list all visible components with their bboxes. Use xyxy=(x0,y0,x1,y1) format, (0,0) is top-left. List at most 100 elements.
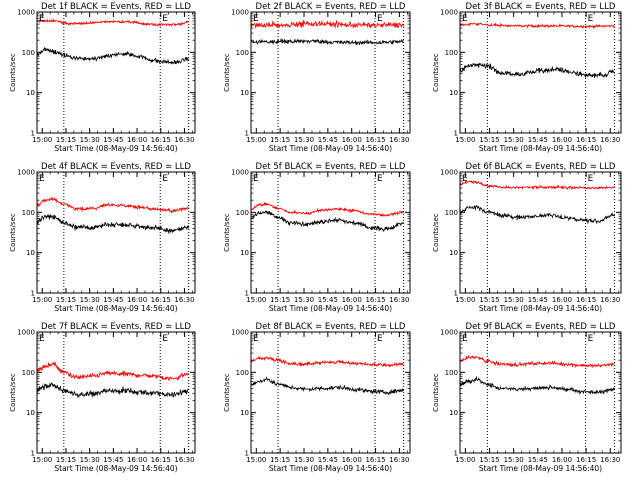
x-tick-label: 16:30 xyxy=(389,456,409,464)
e-marker: E xyxy=(588,334,594,344)
plot-frame xyxy=(459,331,622,454)
panel-title: Det 9f BLACK = Events, RED = LLD xyxy=(466,322,616,332)
y-tick-label: 1 xyxy=(31,130,35,138)
e-marker: E xyxy=(377,14,383,24)
x-tick-label: 15:45 xyxy=(103,456,123,464)
series-lld-red xyxy=(36,361,189,381)
x-tick-label: 16:00 xyxy=(127,456,147,464)
e-marker: E xyxy=(588,14,594,24)
y-tick-label: 100 xyxy=(22,49,35,57)
y-axis-label: Counts/sec xyxy=(223,213,231,252)
series-events-black xyxy=(250,376,404,395)
series-events-black xyxy=(250,210,404,232)
x-axis-label: Start Time (08-May-09 14:56:40) xyxy=(54,144,177,153)
x-tick-label: 16:30 xyxy=(174,136,194,144)
panel-title: Det 8f BLACK = Events, RED = LLD xyxy=(256,322,406,332)
x-tick-label: 15:00 xyxy=(246,456,266,464)
x-tick-label: 16:30 xyxy=(389,136,409,144)
y-tick-label: 1000 xyxy=(17,329,35,337)
x-tick-label: 15:00 xyxy=(246,136,266,144)
x-tick-label: 15:15 xyxy=(479,296,499,304)
y-tick-label: 10 xyxy=(26,249,35,257)
x-tick-label: 15:45 xyxy=(103,296,123,304)
e-marker: E xyxy=(162,334,168,344)
y-tick-label: 10 xyxy=(26,89,35,97)
x-axis-label: Start Time (08-May-09 14:56:40) xyxy=(54,464,177,473)
e-marker: E xyxy=(377,174,383,184)
y-tick-label: 1000 xyxy=(17,9,35,17)
x-tick-label: 16:15 xyxy=(576,296,596,304)
x-tick-label: 15:15 xyxy=(479,136,499,144)
series-lld-red xyxy=(250,355,404,368)
e-marker: E xyxy=(39,334,45,344)
y-tick-label: 100 xyxy=(236,209,249,217)
panel-det-5: Det 5f BLACK = Events, RED = LLD 1 10 100 10… xyxy=(223,162,411,313)
e-marker: E xyxy=(588,174,594,184)
panel-det-4: Det 4f BLACK = Events, RED = LLD 1 10 100 10… xyxy=(9,162,196,313)
x-tick-label: 15:45 xyxy=(528,296,548,304)
x-tick-label: 15:45 xyxy=(318,296,338,304)
y-tick-label: 1 xyxy=(245,290,249,298)
panel-title: Det 4f BLACK = Events, RED = LLD xyxy=(41,162,191,172)
plot-frame xyxy=(459,11,622,134)
e-marker: E xyxy=(253,14,259,24)
panel-det-1: Det 1f BLACK = Events, RED = LLD 1 10 100 10… xyxy=(9,2,196,153)
series-events-black xyxy=(36,213,190,234)
panel-title: Det 3f BLACK = Events, RED = LLD xyxy=(466,2,616,12)
x-tick-label: 15:45 xyxy=(528,136,548,144)
y-tick-label: 1000 xyxy=(17,169,35,177)
x-tick-label: 15:45 xyxy=(318,136,338,144)
x-tick-label: 15:00 xyxy=(32,456,52,464)
panel-det-2: Det 2f BLACK = Events, RED = LLD 1 10 100 10… xyxy=(223,2,411,153)
plot-frame xyxy=(36,331,196,454)
e-marker: E xyxy=(462,174,468,184)
x-tick-label: 16:15 xyxy=(365,136,385,144)
x-axis-label: Start Time (08-May-09 14:56:40) xyxy=(54,304,177,313)
x-tick-label: 15:30 xyxy=(504,136,524,144)
x-tick-label: 16:00 xyxy=(127,296,147,304)
e-marker: E xyxy=(39,174,45,184)
x-tick-label: 15:00 xyxy=(32,296,52,304)
panel-det-7: Det 7f BLACK = Events, RED = LLD 1 10 100 10… xyxy=(9,322,196,473)
y-tick-label: 1 xyxy=(31,450,35,458)
x-tick-label: 15:30 xyxy=(504,296,524,304)
x-axis-label: Start Time (08-May-09 14:56:40) xyxy=(269,304,392,313)
x-tick-label: 15:15 xyxy=(56,296,76,304)
x-axis-label: Start Time (08-May-09 14:56:40) xyxy=(269,464,392,473)
y-tick-label: 100 xyxy=(445,49,458,57)
panel-title: Det 2f BLACK = Events, RED = LLD xyxy=(256,2,406,12)
y-tick-label: 10 xyxy=(449,89,458,97)
panel-title: Det 6f BLACK = Events, RED = LLD xyxy=(466,162,616,172)
panel-det-3: Det 3f BLACK = Events, RED = LLD 1 10 100 10… xyxy=(432,2,622,153)
series-lld-red xyxy=(36,17,190,28)
y-axis-label: Counts/sec xyxy=(223,53,231,92)
y-axis-label: Counts/sec xyxy=(432,213,440,252)
x-tick-label: 15:30 xyxy=(80,136,100,144)
y-axis-label: Counts/sec xyxy=(9,53,17,92)
x-tick-label: 15:15 xyxy=(479,456,499,464)
series-events-black xyxy=(459,375,615,396)
x-axis-label: Start Time (08-May-09 14:56:40) xyxy=(479,144,602,153)
e-marker: E xyxy=(462,14,468,24)
x-tick-label: 16:15 xyxy=(576,456,596,464)
x-tick-label: 15:15 xyxy=(270,296,290,304)
panel-det-6: Det 6f BLACK = Events, RED = LLD 1 10 100 10… xyxy=(432,162,622,313)
x-tick-label: 16:30 xyxy=(389,296,409,304)
series-events-black xyxy=(250,38,404,46)
y-tick-label: 10 xyxy=(449,249,458,257)
x-tick-label: 15:15 xyxy=(56,136,76,144)
x-tick-label: 16:30 xyxy=(600,456,620,464)
x-tick-label: 16:30 xyxy=(600,136,620,144)
series-events-black xyxy=(36,46,189,65)
panel-det-8: Det 8f BLACK = Events, RED = LLD 1 10 100 10… xyxy=(223,322,411,473)
e-marker: E xyxy=(462,334,468,344)
x-tick-label: 16:30 xyxy=(174,456,194,464)
x-tick-label: 15:45 xyxy=(103,136,123,144)
x-tick-label: 16:00 xyxy=(342,456,362,464)
x-tick-label: 16:00 xyxy=(552,136,572,144)
plot-frame xyxy=(36,11,196,134)
plot-frame xyxy=(459,171,622,294)
y-axis-label: Counts/sec xyxy=(432,373,440,412)
y-tick-label: 100 xyxy=(236,49,249,57)
